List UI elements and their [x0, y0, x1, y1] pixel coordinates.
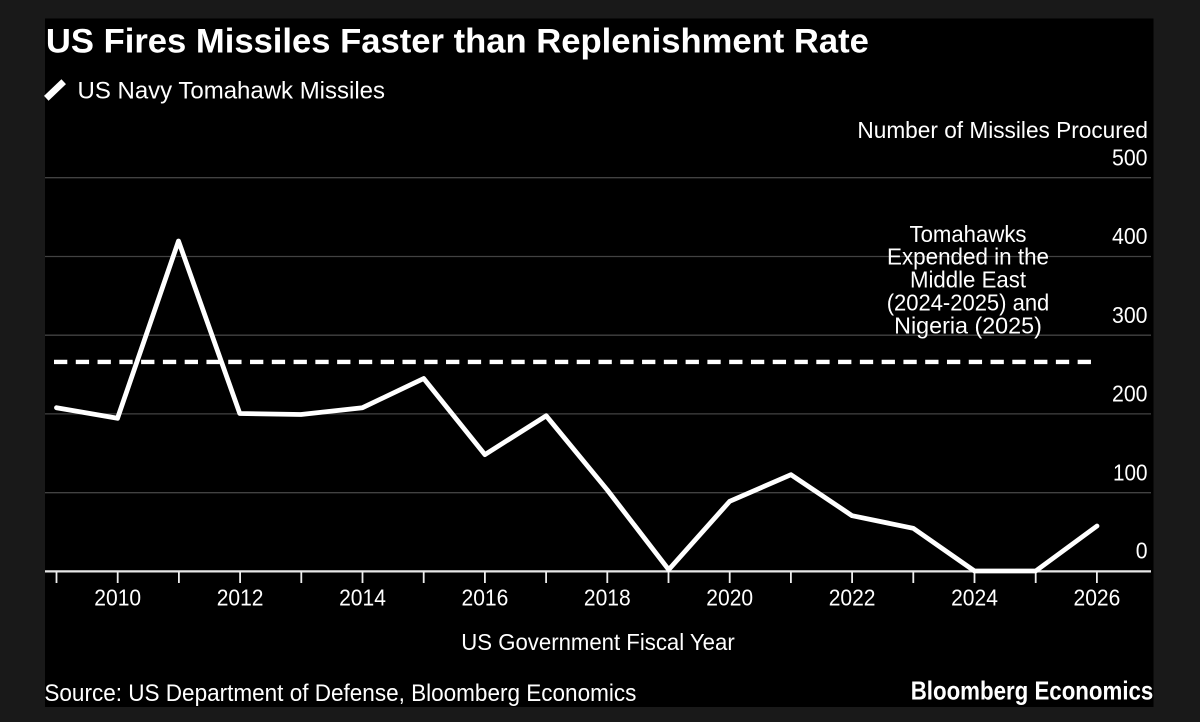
svg-text:2014: 2014 [339, 585, 386, 611]
svg-text:Tomahawks: Tomahawks [910, 221, 1027, 247]
svg-text:300: 300 [1112, 302, 1148, 328]
svg-text:200: 200 [1112, 381, 1148, 407]
svg-text:500: 500 [1112, 144, 1148, 170]
svg-text:2024: 2024 [951, 585, 998, 611]
svg-text:(2024-2025) and: (2024-2025) and [887, 290, 1050, 316]
svg-text:Number of Missiles Procured: Number of Missiles Procured [857, 117, 1148, 143]
svg-text:Bloomberg Economics: Bloomberg Economics [911, 675, 1154, 705]
svg-text:Middle East: Middle East [910, 267, 1027, 293]
svg-text:2020: 2020 [706, 585, 753, 611]
svg-text:0: 0 [1136, 538, 1148, 564]
svg-text:100: 100 [1113, 459, 1148, 485]
svg-text:US Government Fiscal Year: US Government Fiscal Year [461, 629, 735, 655]
svg-text:Source: US Department of Defen: Source: US Department of Defense, Bloomb… [44, 680, 636, 707]
svg-text:2016: 2016 [462, 585, 509, 611]
svg-text:400: 400 [1112, 223, 1148, 249]
svg-text:Expended in the: Expended in the [887, 244, 1049, 270]
svg-text:2010: 2010 [94, 585, 141, 611]
svg-text:2026: 2026 [1074, 585, 1121, 611]
svg-text:Nigeria (2025): Nigeria (2025) [894, 312, 1042, 338]
svg-text:US Fires Missiles Faster than: US Fires Missiles Faster than Replenishm… [46, 22, 869, 60]
svg-text:US Navy Tomahawk Missiles: US Navy Tomahawk Missiles [78, 78, 386, 105]
svg-text:2018: 2018 [584, 585, 631, 611]
svg-text:2012: 2012 [217, 585, 264, 611]
svg-text:2022: 2022 [829, 585, 876, 611]
